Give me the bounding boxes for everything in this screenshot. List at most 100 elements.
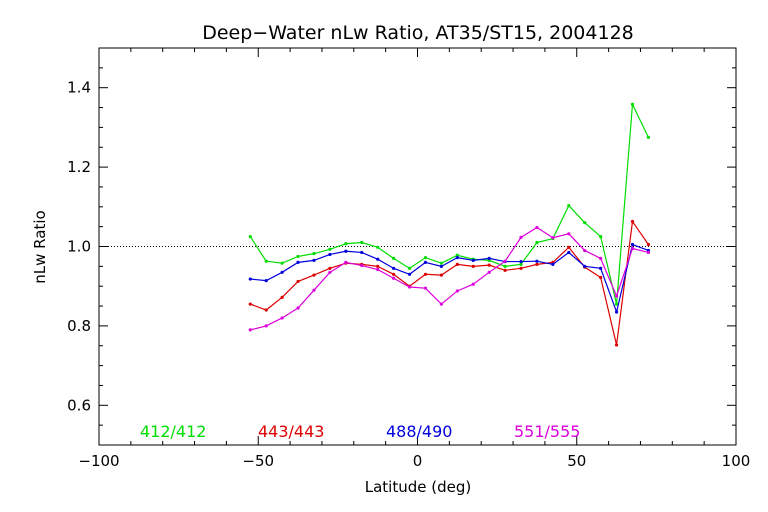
data-point-488-490 xyxy=(551,262,555,266)
data-point-412-412 xyxy=(630,102,635,106)
data-point-488-490 xyxy=(423,260,428,264)
data-point-412-412 xyxy=(503,264,507,268)
data-point-488-490 xyxy=(344,249,348,253)
data-point-551-555 xyxy=(439,302,443,306)
data-point-443-443 xyxy=(535,262,539,266)
data-point-412-412 xyxy=(248,234,252,239)
data-point-551-555 xyxy=(630,246,635,251)
data-point-412-412 xyxy=(567,204,571,208)
data-point-488-490 xyxy=(439,264,443,268)
data-point-443-443 xyxy=(248,302,252,306)
data-point-551-555 xyxy=(392,276,396,280)
data-point-443-443 xyxy=(328,266,332,270)
data-point-488-490 xyxy=(599,266,603,270)
data-point-551-555 xyxy=(646,250,651,255)
series-551-555 xyxy=(248,225,651,332)
data-point-488-490 xyxy=(567,250,571,255)
data-point-551-555 xyxy=(407,285,412,289)
data-point-443-443 xyxy=(392,272,396,276)
data-point-443-443 xyxy=(439,273,443,277)
series-line-551-555 xyxy=(250,226,649,331)
data-point-488-490 xyxy=(312,258,316,262)
x-tick-label: −50 xyxy=(242,452,274,470)
data-point-551-555 xyxy=(248,328,252,332)
data-point-412-412 xyxy=(614,302,619,306)
data-point-488-490 xyxy=(487,256,491,261)
data-point-488-490 xyxy=(264,279,268,283)
data-point-551-555 xyxy=(599,256,603,261)
data-point-443-443 xyxy=(264,308,268,312)
data-point-443-443 xyxy=(646,242,651,247)
data-point-443-443 xyxy=(376,264,380,268)
data-point-488-490 xyxy=(471,258,475,262)
tick-layer: −100 −50 0 50 100 0.6 0.8 1.0 1.2 1.4 xyxy=(67,47,750,470)
series-412-412 xyxy=(248,102,651,306)
legend-entry-443-443: 443/443 xyxy=(258,422,324,441)
data-point-551-555 xyxy=(312,288,316,292)
series-488-490 xyxy=(248,242,651,315)
data-point-443-443 xyxy=(519,266,523,270)
data-point-488-490 xyxy=(376,257,380,261)
data-point-488-490 xyxy=(392,266,396,270)
legend-entry-488-490: 488/490 xyxy=(386,422,452,441)
data-point-412-412 xyxy=(583,221,587,225)
data-point-551-555 xyxy=(455,289,459,293)
data-point-551-555 xyxy=(535,225,539,230)
data-point-443-443 xyxy=(312,273,316,277)
y-tick-label: 0.6 xyxy=(67,396,91,414)
data-point-488-490 xyxy=(296,260,300,264)
data-point-551-555 xyxy=(471,282,475,286)
y-tick-label: 1.2 xyxy=(67,158,91,176)
data-point-551-555 xyxy=(376,267,380,272)
data-point-412-412 xyxy=(360,240,364,245)
legend-entry-412-412: 412/412 xyxy=(140,422,206,441)
series-layer xyxy=(248,102,651,347)
y-tick-label: 1.0 xyxy=(67,238,91,256)
data-point-488-490 xyxy=(360,250,364,255)
data-point-551-555 xyxy=(614,294,619,298)
data-point-551-555 xyxy=(551,236,555,240)
data-point-412-412 xyxy=(439,261,443,265)
data-point-412-412 xyxy=(599,234,603,239)
data-point-443-443 xyxy=(614,343,619,347)
data-point-443-443 xyxy=(487,263,491,267)
x-tick-label: 50 xyxy=(567,452,586,470)
data-point-488-490 xyxy=(248,277,252,281)
data-point-412-412 xyxy=(376,245,380,249)
data-point-551-555 xyxy=(280,316,284,320)
data-point-488-490 xyxy=(328,252,332,257)
data-point-551-555 xyxy=(360,263,364,268)
data-point-412-412 xyxy=(344,242,348,246)
data-point-551-555 xyxy=(423,286,428,290)
data-point-488-490 xyxy=(583,264,587,268)
data-point-488-490 xyxy=(455,256,459,260)
y-tick-label: 1.4 xyxy=(67,79,91,97)
chart-title: Deep−Water nLw Ratio, AT35/ST15, 2004128 xyxy=(202,22,634,44)
series-line-412-412 xyxy=(249,102,649,305)
data-point-551-555 xyxy=(296,306,300,310)
data-point-412-412 xyxy=(328,247,332,251)
data-point-443-443 xyxy=(471,264,475,268)
data-point-412-412 xyxy=(280,261,284,265)
data-point-412-412 xyxy=(455,253,459,257)
y-axis-label: nLw Ratio xyxy=(31,210,49,283)
x-tick-label: −100 xyxy=(78,452,119,470)
data-point-443-443 xyxy=(455,262,459,266)
data-point-488-490 xyxy=(630,242,635,247)
series-line-488-490 xyxy=(250,243,649,315)
data-point-488-490 xyxy=(535,259,539,263)
data-point-488-490 xyxy=(407,272,412,276)
data-point-412-412 xyxy=(312,252,316,256)
data-point-412-412 xyxy=(407,266,412,270)
data-point-443-443 xyxy=(423,272,428,276)
data-point-443-443 xyxy=(630,219,635,224)
data-point-551-555 xyxy=(519,235,523,239)
data-point-551-555 xyxy=(264,324,268,328)
legend-entry-551-555: 551/555 xyxy=(514,422,580,441)
data-point-443-443 xyxy=(503,268,507,272)
data-point-551-555 xyxy=(503,259,507,263)
data-point-443-443 xyxy=(296,279,300,284)
data-point-488-490 xyxy=(614,310,619,314)
